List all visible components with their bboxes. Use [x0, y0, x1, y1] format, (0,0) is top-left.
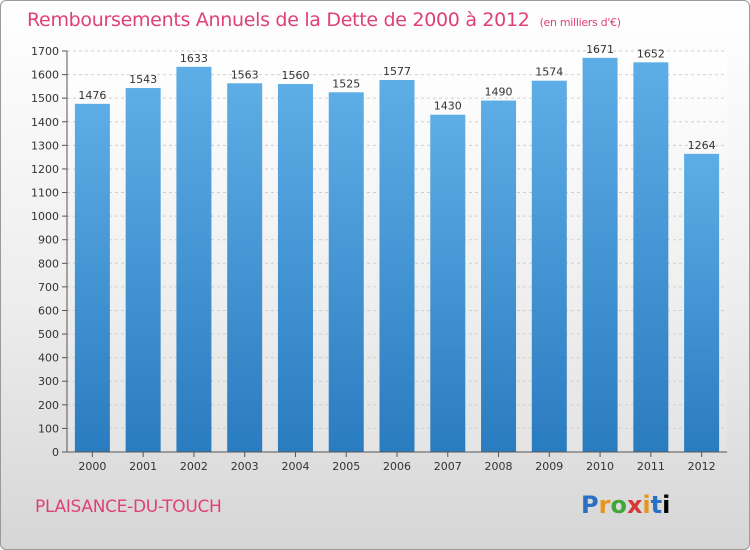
logo-letter: o	[610, 491, 627, 519]
bar	[379, 80, 415, 452]
bar-value-label: 1652	[637, 47, 665, 60]
y-tick-label: 1200	[31, 163, 59, 176]
bar	[684, 153, 720, 452]
x-tick-label: 2001	[129, 460, 157, 473]
bar	[74, 103, 110, 452]
y-tick-label: 0	[52, 446, 59, 459]
bar	[125, 88, 161, 452]
bar	[328, 92, 364, 452]
bar-value-label: 1543	[129, 73, 157, 86]
y-tick-label: 600	[38, 304, 59, 317]
x-tick-label: 2010	[586, 460, 614, 473]
y-tick-label: 1000	[31, 210, 59, 223]
logo-letter: t	[650, 491, 663, 519]
y-tick-label: 400	[38, 352, 59, 365]
x-tick-label: 2012	[688, 460, 716, 473]
bar	[633, 62, 669, 452]
logo-letter: i	[662, 491, 671, 519]
value-labels-group: 1476 1543 1633 1563 1560 1525 1577 1430 1490 1574…	[78, 43, 715, 152]
y-tick-label: 800	[38, 257, 59, 270]
x-tick-label: 2005	[332, 460, 360, 473]
bar	[227, 83, 263, 452]
bar-value-label: 1560	[281, 69, 309, 82]
y-tick-label: 1100	[31, 187, 59, 200]
bar-value-label: 1633	[180, 52, 208, 65]
bar	[481, 100, 517, 453]
bar-chart: 1476 1543 1633 1563 1560 1525 1577 1430 1490 1574…	[31, 43, 727, 473]
y-tick-label: 1400	[31, 116, 59, 129]
x-tick-label: 2003	[231, 460, 259, 473]
x-tick-label: 2002	[180, 460, 208, 473]
chart-subtitle: (en milliers d'€)	[539, 16, 621, 29]
logo-letter: r	[598, 491, 611, 519]
logo-letter: i	[642, 491, 651, 519]
x-axis: 2000 2001 2002 2003 2004 2005 2006 2007 2008 2009…	[67, 451, 727, 473]
x-tick-label: 2008	[485, 460, 513, 473]
bar-value-label: 1563	[231, 68, 259, 81]
city-name: PLAISANCE-DU-TOUCH	[35, 497, 222, 517]
logo-letter: x	[626, 491, 643, 519]
y-tick-label: 300	[38, 375, 59, 388]
y-tick-label: 700	[38, 281, 59, 294]
x-tick-label: 2004	[281, 460, 309, 473]
x-tick-label: 2009	[535, 460, 563, 473]
y-tick-label: 1500	[31, 92, 59, 105]
bar-value-label: 1430	[434, 100, 462, 113]
y-tick-label: 1700	[31, 45, 59, 58]
y-tick-label: 200	[38, 399, 59, 412]
chart-title-text: Remboursements Annuels de la Dette de 20…	[27, 9, 530, 31]
x-tick-label: 2011	[637, 460, 665, 473]
y-axis: 0 100 200 300 400 500 600 700 800 900 1000 1100 1200…	[31, 45, 68, 459]
y-tick-label: 1600	[31, 69, 59, 82]
bar-value-label: 1525	[332, 77, 360, 90]
bar-value-label: 1577	[383, 65, 411, 78]
bar	[430, 114, 466, 452]
bar-value-label: 1671	[586, 43, 614, 56]
y-tick-label: 1300	[31, 139, 59, 152]
bars-group	[74, 57, 720, 453]
y-tick-label: 100	[38, 422, 59, 435]
x-tick-label: 2000	[78, 460, 106, 473]
bar-value-label: 1264	[688, 139, 716, 152]
y-tick-label: 500	[38, 328, 59, 341]
x-tick-label: 2007	[434, 460, 462, 473]
bar-value-label: 1574	[535, 66, 563, 79]
bar-value-label: 1490	[485, 86, 513, 99]
bar	[582, 57, 618, 453]
x-tick-label: 2006	[383, 460, 411, 473]
bar	[277, 84, 313, 452]
bar	[176, 66, 212, 452]
proxiti-logo: Proxiti	[581, 491, 670, 519]
bar	[531, 80, 567, 452]
y-tick-label: 900	[38, 234, 59, 247]
chart-title: Remboursements Annuels de la Dette de 20…	[27, 9, 621, 31]
logo-letter: P	[581, 491, 599, 519]
bar-value-label: 1476	[78, 89, 106, 102]
